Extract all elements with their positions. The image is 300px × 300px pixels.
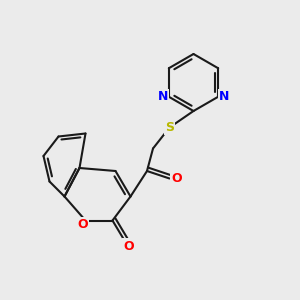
Text: O: O	[124, 239, 134, 253]
Text: N: N	[158, 90, 168, 103]
Text: O: O	[77, 218, 88, 232]
Text: N: N	[219, 90, 230, 103]
Text: S: S	[165, 121, 174, 134]
Text: O: O	[172, 172, 182, 185]
